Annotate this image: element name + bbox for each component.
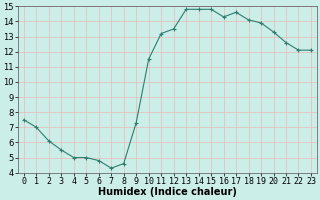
X-axis label: Humidex (Indice chaleur): Humidex (Indice chaleur) [98,187,237,197]
